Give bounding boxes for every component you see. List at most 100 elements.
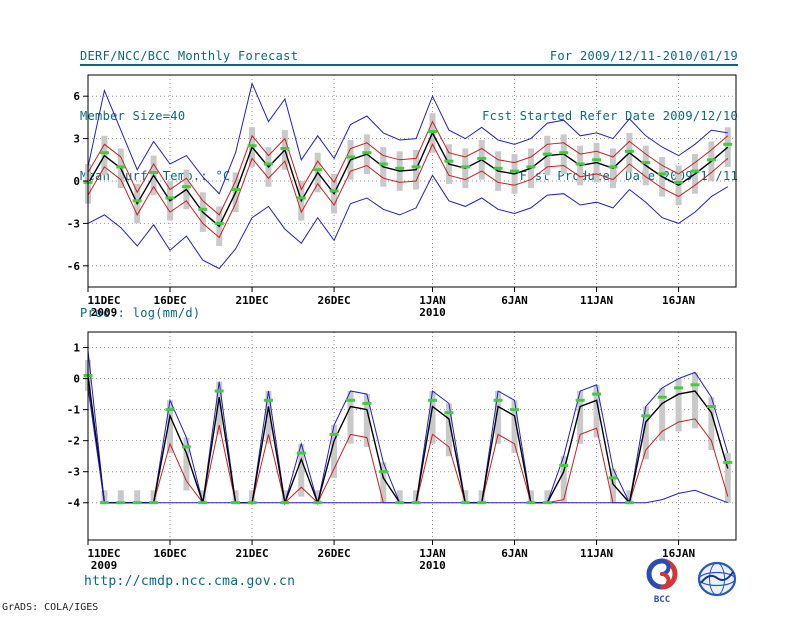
ensemble-spread-bar (691, 372, 698, 429)
ensemble-spread-bar (544, 490, 551, 503)
observation-marker (362, 401, 372, 405)
observation-marker (329, 432, 339, 436)
ensemble-min (87, 387, 728, 504)
observation-marker (428, 398, 437, 402)
observation-marker (592, 158, 602, 162)
header-left: DERF/NCC/BCC Monthly Forecast Member Siz… (80, 6, 298, 226)
observation-marker (477, 156, 487, 160)
y-tick-label: -3 (67, 466, 80, 479)
x-tick-label: 21DEC (235, 547, 268, 560)
x-tick-label: 1JAN (419, 294, 446, 307)
ensemble-spread-bar (117, 490, 124, 503)
observation-marker (444, 159, 454, 163)
observation-marker (690, 383, 700, 387)
ensemble-spread-bar (314, 490, 321, 503)
observation-marker (510, 408, 519, 412)
ensemble-spread-bar (659, 387, 666, 441)
observation-marker (493, 166, 503, 170)
observation-marker (214, 221, 224, 225)
y-tick-label: 0 (73, 175, 80, 188)
bcc-swirl-icon (646, 558, 678, 590)
observation-marker (641, 161, 651, 165)
observation-marker (641, 414, 651, 418)
x-tick-label: 16JAN (662, 294, 695, 307)
header-rule (80, 64, 738, 66)
observation-marker (674, 386, 684, 390)
bcc-logo: BCC (646, 558, 678, 604)
observation-marker (181, 185, 191, 189)
y-tick-label: -4 (67, 497, 81, 510)
upper-quartile (87, 120, 729, 216)
observation-marker (559, 464, 569, 467)
ensemble-spread-bar (724, 453, 731, 503)
ensemble-spread-bar (134, 490, 141, 503)
observation-marker (247, 501, 257, 505)
ensemble-spread-bar (216, 381, 223, 435)
ensemble-spread-bar (445, 403, 452, 457)
x-tick-label: 16JAN (662, 547, 695, 560)
observation-marker (575, 398, 585, 402)
ensemble-spread-bar (265, 391, 272, 444)
observation-marker (116, 165, 126, 169)
x-tick-label: 16DEC (153, 547, 186, 560)
observation-marker (559, 151, 569, 155)
observation-marker (198, 207, 208, 211)
observation-marker (214, 389, 224, 393)
ensemble-spread-bar (167, 400, 174, 454)
observation-marker (723, 460, 733, 464)
ensemble-spread-bar (347, 391, 354, 444)
ensemble-spread-bar (249, 490, 256, 503)
x-tick-sublabel: 2009 (91, 306, 118, 319)
x-tick-label: 11JAN (580, 547, 613, 560)
observation-marker (99, 501, 109, 505)
ensemble-spread-bar (183, 437, 190, 491)
ensemble-spread-bar (675, 378, 682, 432)
x-tick-label: 6JAN (501, 294, 528, 307)
observation-marker (149, 171, 159, 174)
observation-marker (444, 411, 454, 415)
y-tick-label: 0 (73, 373, 80, 386)
observation-marker (346, 398, 355, 402)
lower-quartile (87, 143, 729, 239)
observation-marker (116, 501, 126, 505)
observation-marker (313, 501, 323, 505)
y-tick-label: -1 (67, 404, 81, 417)
x-tick-sublabel: 2009 (91, 559, 118, 572)
x-tick-label: 1JAN (419, 547, 446, 560)
source-url: http://cmdp.ncc.cma.gov.cn (84, 574, 296, 589)
observation-marker (411, 165, 421, 169)
observation-marker (346, 155, 355, 159)
observation-marker (247, 144, 257, 148)
observation-marker (624, 149, 634, 153)
observation-marker (592, 392, 602, 396)
observation-marker (674, 180, 684, 184)
observation-marker (723, 142, 733, 146)
x-tick-label: 26DEC (318, 294, 351, 307)
observation-marker (624, 501, 634, 505)
x-tick-label: 11DEC (87, 547, 120, 560)
x-tick-label: 6JAN (501, 547, 528, 560)
y-tick-label: 3 (73, 133, 80, 146)
ncc-globe-icon (697, 561, 737, 597)
observation-marker (313, 168, 323, 172)
ensemble-spread-bar (511, 400, 518, 454)
observation-marker (608, 165, 618, 169)
temp-panel-title: Mean Surf. Temp.: °C (80, 169, 231, 183)
observation-marker (378, 162, 388, 166)
x-tick-label: 21DEC (235, 294, 268, 307)
observation-marker (378, 470, 388, 474)
ensemble-spread-bar (331, 425, 338, 478)
observation-marker (493, 398, 503, 402)
observation-marker (706, 158, 716, 162)
observation-marker (181, 445, 191, 449)
observation-marker (165, 408, 175, 412)
ensemble-spread-bar (413, 490, 420, 503)
observation-marker (296, 451, 306, 455)
y-tick-label: 6 (73, 90, 80, 103)
observation-marker (99, 151, 109, 155)
observation-marker (198, 501, 208, 505)
ensemble-mean (87, 131, 729, 228)
